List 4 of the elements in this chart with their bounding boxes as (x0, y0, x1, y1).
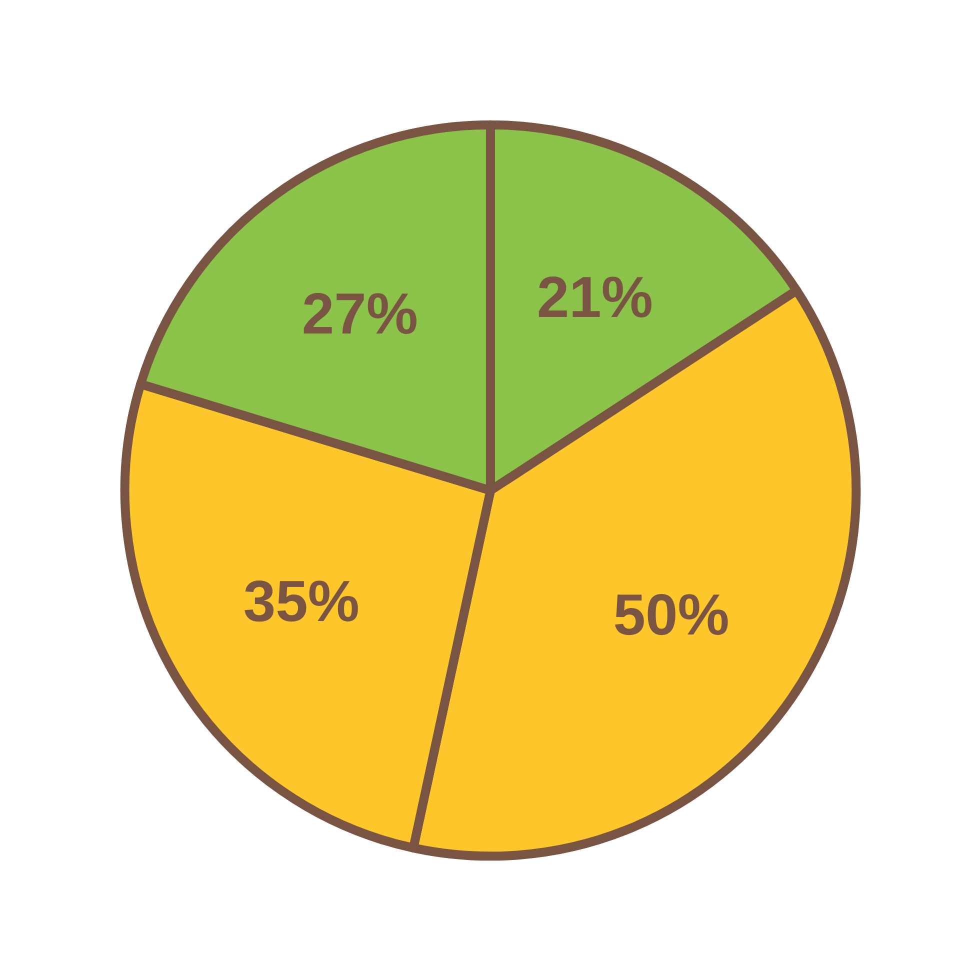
data-label: 35% (243, 569, 360, 634)
data-label: 50% (613, 582, 730, 648)
data-label: 21% (536, 265, 653, 330)
data-label: 27% (302, 282, 418, 347)
